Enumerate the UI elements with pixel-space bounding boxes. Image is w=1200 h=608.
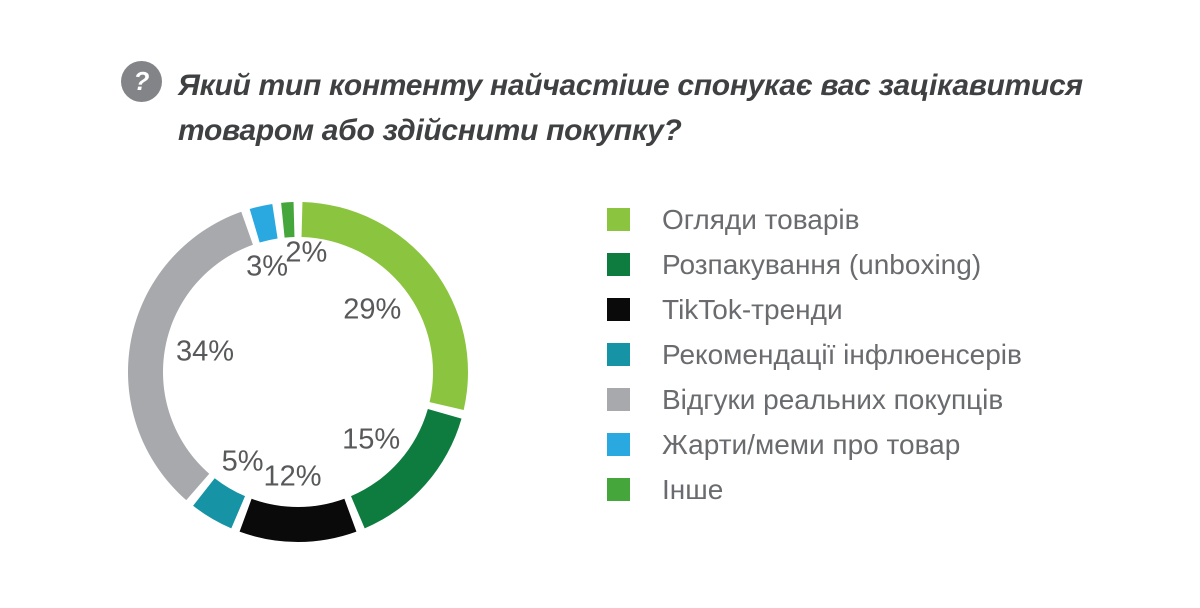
legend-swatch-5 (607, 433, 630, 456)
donut-segment-1 (350, 408, 462, 529)
legend-item-0: Огляди товарів (607, 197, 1022, 242)
legend-item-4: Відгуки реальних покупців (607, 377, 1022, 422)
title-line-1: Який тип контенту найчастіше спонукає ва… (178, 69, 1083, 102)
legend-label-1: Розпакування (unboxing) (662, 248, 982, 280)
legend-item-5: Жарти/меми про товар (607, 422, 1022, 467)
percent-label-6: 2% (285, 236, 328, 269)
donut-chart: 29% 15% 12% 5% 34% 3% 2% (118, 192, 478, 552)
donut-segment-3 (193, 478, 246, 529)
percent-label-2: 12% (263, 460, 322, 493)
chart-legend: Огляди товарів Розпакування (unboxing) Tik… (607, 197, 1022, 512)
legend-swatch-1 (607, 253, 630, 276)
legend-swatch-4 (607, 388, 630, 411)
legend-swatch-6 (607, 478, 630, 501)
percent-label-1: 15% (342, 423, 401, 456)
legend-swatch-0 (607, 208, 630, 231)
donut-segment-0 (301, 202, 468, 410)
donut-segment-5 (249, 203, 278, 243)
legend-label-6: Інше (662, 473, 724, 505)
legend-label-4: Відгуки реальних покупців (662, 383, 1004, 415)
legend-item-3: Рекомендації інфлюенсерів (607, 332, 1022, 377)
legend-item-2: TikTok-тренди (607, 287, 1022, 332)
legend-swatch-3 (607, 343, 630, 366)
question-mark-glyph: ? (133, 66, 150, 96)
legend-label-3: Рекомендації інфлюенсерів (662, 338, 1022, 370)
legend-label-0: Огляди товарів (662, 203, 860, 235)
donut-chart-svg (127, 202, 468, 543)
percent-label-4: 34% (176, 335, 235, 368)
donut-segment-4 (127, 211, 253, 501)
donut-segment-6 (281, 202, 295, 238)
legend-item-6: Інше (607, 467, 1022, 512)
percent-label-5: 3% (246, 250, 288, 283)
legend-item-1: Розпакування (unboxing) (607, 242, 1022, 287)
chart-question-title: Який тип контенту найчастіше спонукає ва… (178, 63, 1083, 153)
legend-label-2: TikTok-тренди (662, 293, 843, 325)
legend-swatch-2 (607, 298, 630, 321)
title-line-2: товаром або здійснити покупку? (178, 114, 682, 147)
legend-label-5: Жарти/меми про товар (662, 428, 961, 460)
donut-segment-2 (239, 498, 357, 543)
percent-label-3: 5% (221, 445, 264, 478)
percent-label-0: 29% (343, 293, 402, 326)
question-mark-icon: ? (121, 61, 162, 102)
